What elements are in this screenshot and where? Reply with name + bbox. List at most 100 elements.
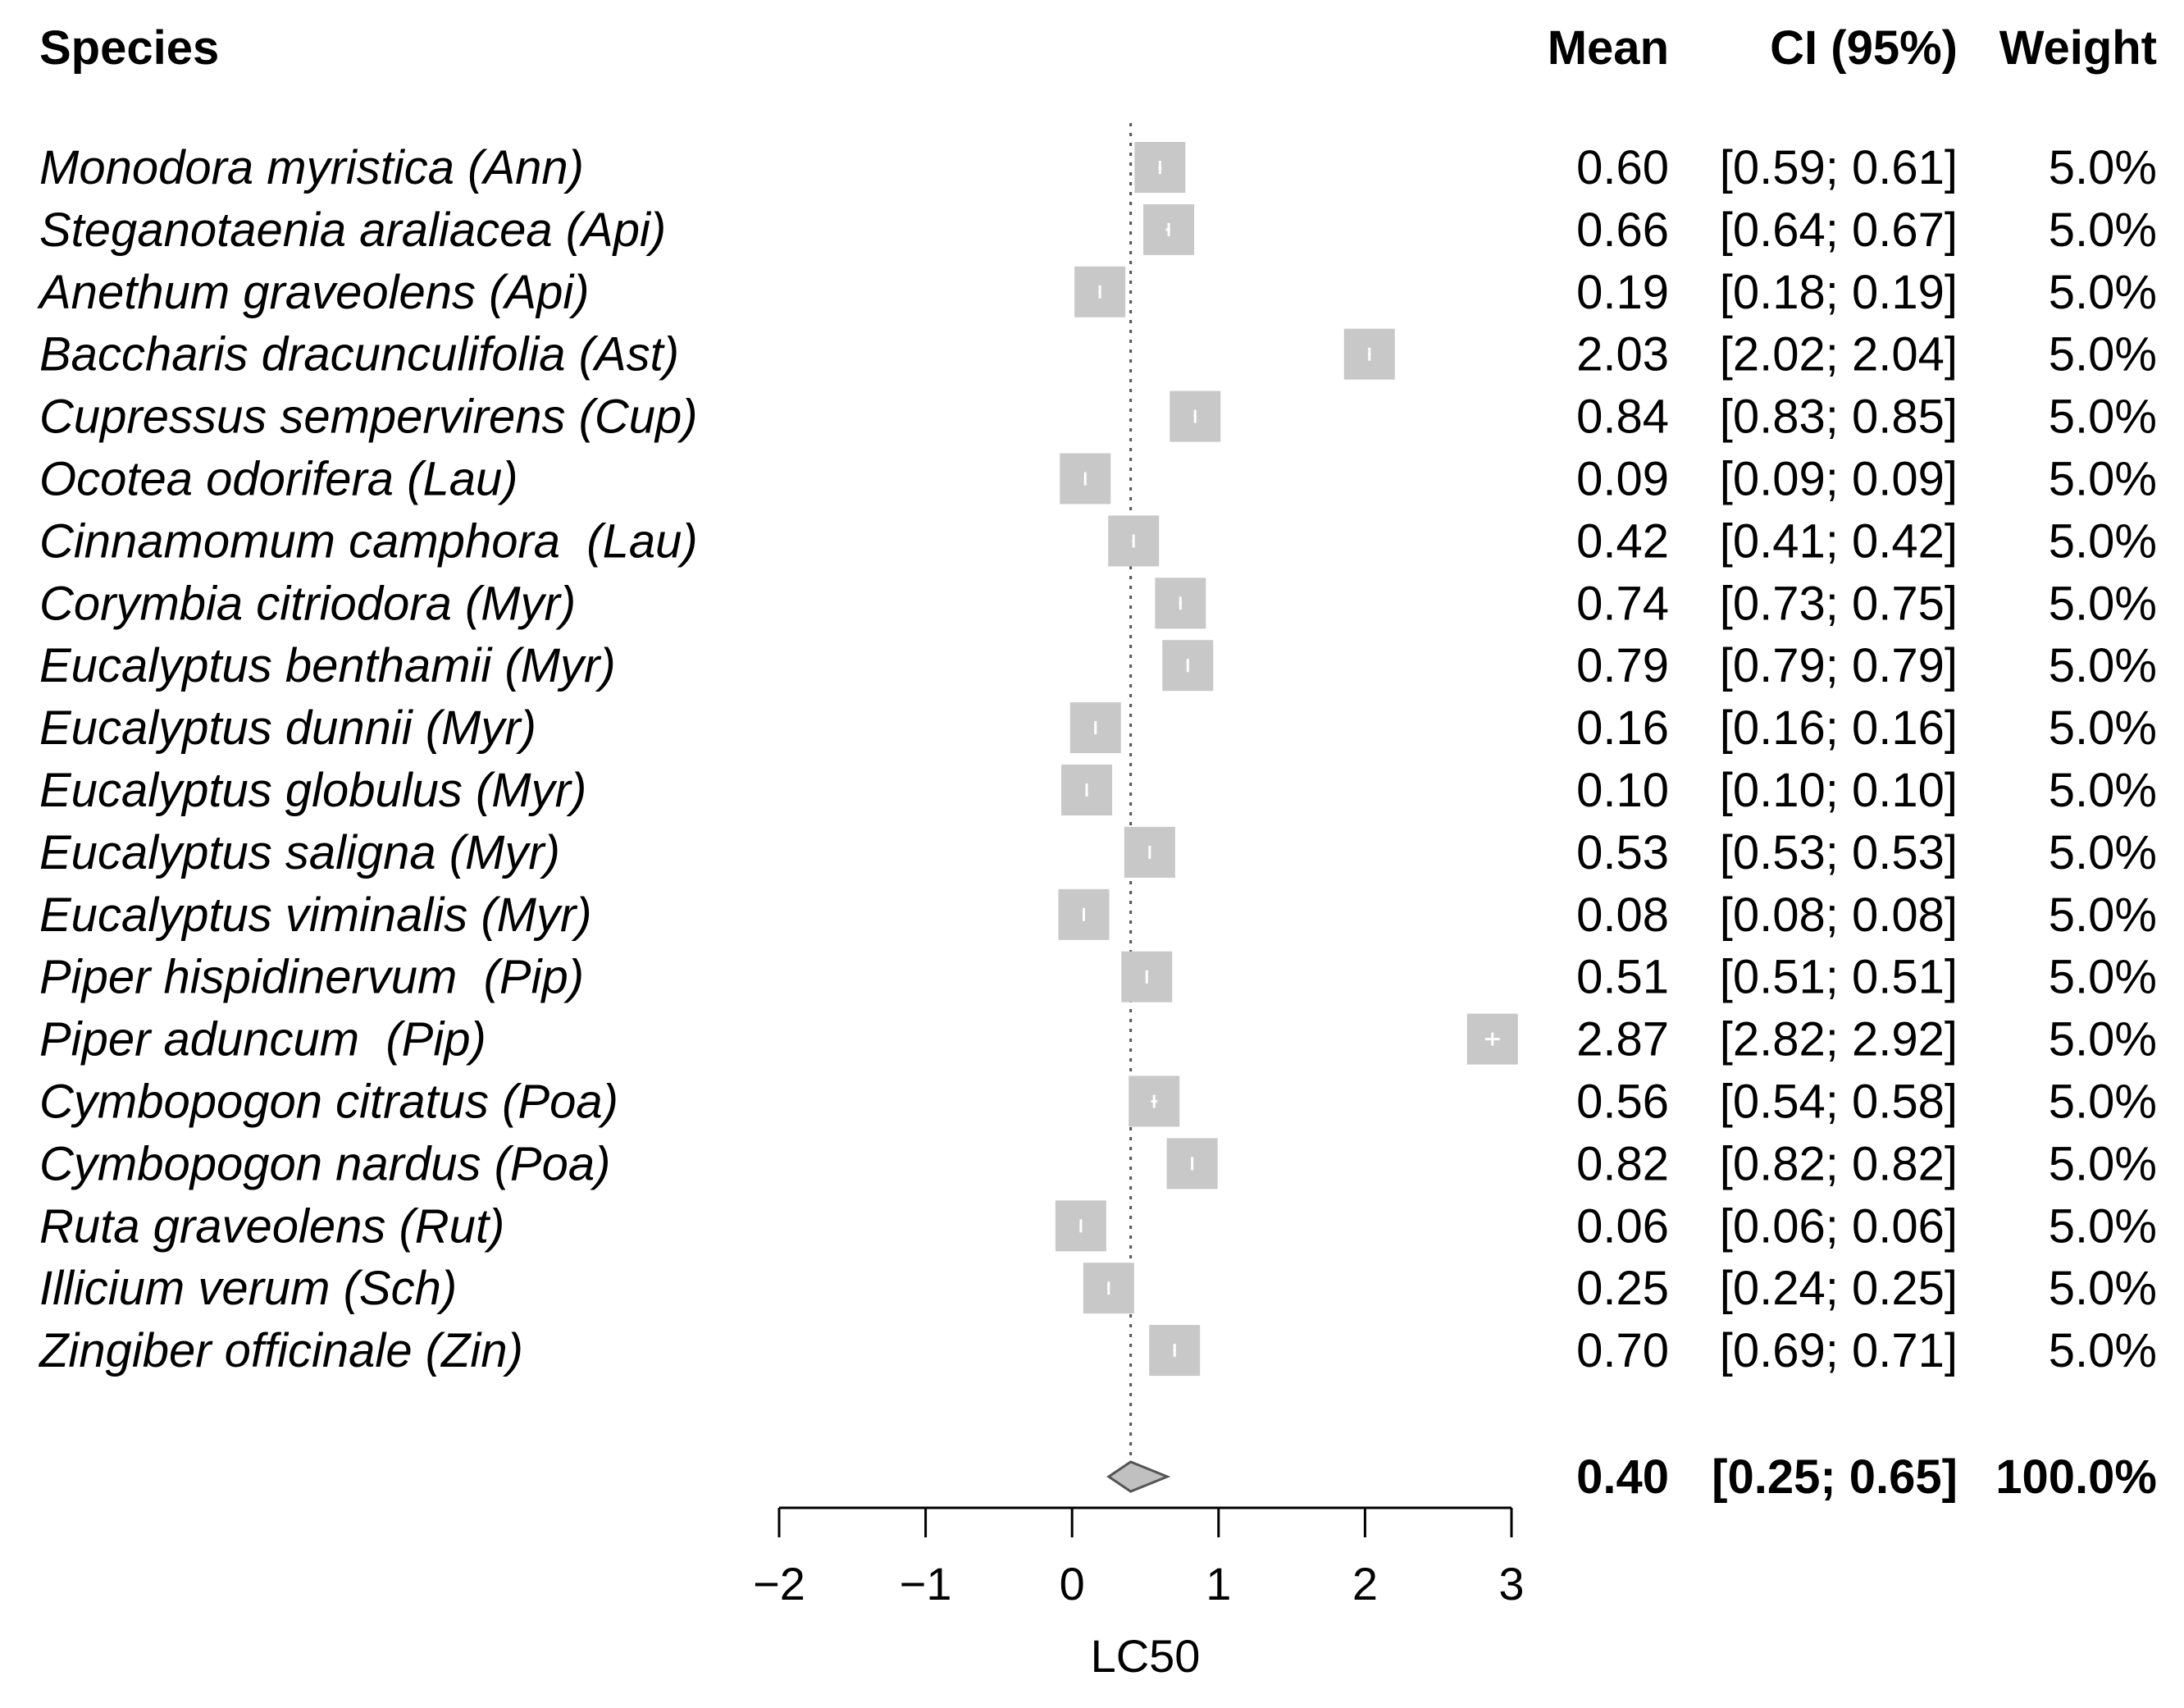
mean-value: 0.09: [1576, 453, 1669, 506]
forest-row: Ruta graveolens (Rut) 0.06 [0.06; 0.06] 5.0…: [39, 1199, 2157, 1253]
summary-weight: 100.0%: [1995, 1450, 2157, 1504]
x-tick-label: 0: [1060, 1558, 1085, 1610]
x-axis-title: LC50: [1091, 1630, 1201, 1682]
species-label: Eucalyptus dunnii (Myr): [39, 701, 536, 755]
weight-value: 5.0%: [2049, 1324, 2157, 1377]
mean-value: 0.66: [1576, 203, 1669, 257]
forest-row: Eucalyptus viminalis (Myr) 0.08 [0.08; 0.0…: [39, 888, 2157, 942]
species-label: Eucalyptus globulus (Myr): [39, 764, 586, 817]
weight-value: 5.0%: [2049, 203, 2157, 257]
weight-value: 5.0%: [2049, 266, 2157, 319]
species-label: Eucalyptus benthamii (Myr): [39, 639, 616, 692]
mean-value: 0.16: [1576, 701, 1669, 755]
forest-row: Eucalyptus globulus (Myr) 0.10 [0.10; 0.10…: [39, 764, 2157, 817]
forest-row: Illicium verum (Sch) 0.25 [0.24; 0.25] 5.0%: [39, 1262, 2157, 1315]
weight-header: Weight: [1999, 21, 2157, 75]
forest-row: Steganotaenia araliacea (Api) 0.66 [0.64; …: [39, 203, 2157, 257]
ci-value: [0.82; 0.82]: [1720, 1137, 1958, 1190]
mean-value: 0.08: [1576, 888, 1669, 942]
ci-value: [0.24; 0.25]: [1720, 1262, 1958, 1315]
summary-mean: 0.40: [1576, 1450, 1669, 1504]
x-tick-label: −2: [753, 1558, 805, 1610]
mean-value: 0.70: [1576, 1324, 1669, 1377]
species-label: Ocotea odorifera (Lau): [39, 453, 518, 506]
forest-row: Eucalyptus saligna (Myr) 0.53 [0.53; 0.53]…: [39, 826, 2157, 879]
weight-value: 5.0%: [2049, 826, 2157, 879]
forest-row: Zingiber officinale (Zin) 0.70 [0.69; 0.71…: [38, 1324, 2157, 1377]
weight-value: 5.0%: [2049, 701, 2157, 755]
ci-value: [2.02; 2.04]: [1720, 328, 1958, 381]
mean-value: 0.42: [1576, 514, 1669, 568]
weight-value: 5.0%: [2049, 888, 2157, 942]
forest-row: Piper aduncum (Pip) 2.87 [2.82; 2.92] 5.0%: [39, 1013, 2157, 1066]
mean-value: 0.06: [1576, 1199, 1669, 1253]
weight-value: 5.0%: [2049, 453, 2157, 506]
weight-value: 5.0%: [2049, 141, 2157, 194]
mean-value: 0.74: [1576, 577, 1669, 630]
weight-value: 5.0%: [2049, 764, 2157, 817]
species-label: Cupressus sempervirens (Cup): [39, 390, 698, 444]
x-axis-ticks: −2 −1 0 1 2 3: [753, 1508, 1525, 1610]
species-header: Species: [39, 21, 219, 75]
mean-value: 0.19: [1576, 266, 1669, 319]
forest-row: Eucalyptus benthamii (Myr) 0.79 [0.79; 0.7…: [39, 639, 2157, 692]
species-label: Illicium verum (Sch): [39, 1262, 457, 1315]
ci-value: [2.82; 2.92]: [1720, 1013, 1958, 1066]
forest-row: Corymbia citriodora (Myr) 0.74 [0.73; 0.75…: [39, 577, 2157, 630]
weight-value: 5.0%: [2049, 390, 2157, 444]
x-tick-label: 3: [1498, 1558, 1524, 1610]
forest-row: Anethum graveolens (Api) 0.19 [0.18; 0.19]…: [37, 266, 2157, 319]
ci-value: [0.06; 0.06]: [1720, 1199, 1958, 1253]
ci-value: [0.54; 0.58]: [1720, 1075, 1958, 1129]
weight-value: 5.0%: [2049, 328, 2157, 381]
mean-value: 0.82: [1576, 1137, 1669, 1190]
weight-value: 5.0%: [2049, 1137, 2157, 1190]
mean-value: 0.79: [1576, 639, 1669, 692]
ci-value: [0.16; 0.16]: [1720, 701, 1958, 755]
mean-value: 0.10: [1576, 764, 1669, 817]
ci-value: [0.73; 0.75]: [1720, 577, 1958, 630]
ci-value: [0.08; 0.08]: [1720, 888, 1958, 942]
mean-value: 0.53: [1576, 826, 1669, 879]
species-label: Anethum graveolens (Api): [37, 266, 590, 319]
mean-value: 0.25: [1576, 1262, 1669, 1315]
ci-value: [0.41; 0.42]: [1720, 514, 1958, 568]
mean-header: Mean: [1548, 21, 1669, 75]
forest-row: Ocotea odorifera (Lau) 0.09 [0.09; 0.09] 5.…: [39, 453, 2157, 506]
summary-ci: [0.25; 0.65]: [1712, 1450, 1958, 1504]
mean-value: 0.84: [1576, 390, 1669, 444]
species-label: Ruta graveolens (Rut): [39, 1199, 504, 1253]
ci-value: [0.64; 0.67]: [1720, 203, 1958, 257]
x-tick-label: 1: [1206, 1558, 1231, 1610]
forest-row: Eucalyptus dunnii (Myr) 0.16 [0.16; 0.16] 5…: [39, 701, 2157, 755]
species-label: Cinnamomum camphora (Lau): [39, 514, 698, 568]
ci-value: [0.79; 0.79]: [1720, 639, 1958, 692]
species-label: Monodora myristica (Ann): [39, 141, 584, 194]
ci-value: [0.18; 0.19]: [1720, 266, 1958, 319]
forest-row: Monodora myristica (Ann) 0.60 [0.59; 0.61]…: [39, 141, 2157, 194]
forest-row: Piper hispidinervum (Pip) 0.51 [0.51; 0.51…: [39, 951, 2157, 1004]
species-label: Piper aduncum (Pip): [39, 1013, 486, 1066]
ci-value: [0.51; 0.51]: [1720, 951, 1958, 1004]
ci-value: [0.53; 0.53]: [1720, 826, 1958, 879]
species-label: Cymbopogon citratus (Poa): [39, 1075, 618, 1129]
ci-value: [0.59; 0.61]: [1720, 141, 1958, 194]
x-tick-label: 2: [1352, 1558, 1378, 1610]
species-label: Piper hispidinervum (Pip): [39, 951, 584, 1004]
weight-value: 5.0%: [2049, 577, 2157, 630]
species-label: Corymbia citriodora (Myr): [39, 577, 576, 630]
mean-value: 0.60: [1576, 141, 1669, 194]
weight-value: 5.0%: [2049, 1199, 2157, 1253]
forest-row: Cymbopogon nardus (Poa) 0.82 [0.82; 0.82] 5…: [39, 1137, 2157, 1190]
mean-value: 2.03: [1576, 328, 1669, 381]
forest-row: Cinnamomum camphora (Lau) 0.42 [0.41; 0.42…: [39, 514, 2157, 568]
study-rows: Monodora myristica (Ann) 0.60 [0.59; 0.61]…: [37, 141, 2157, 1377]
mean-value: 0.56: [1576, 1075, 1669, 1129]
species-label: Baccharis dracunculifolia (Ast): [39, 328, 679, 381]
species-label: Cymbopogon nardus (Poa): [39, 1137, 610, 1190]
weight-value: 5.0%: [2049, 514, 2157, 568]
ci-value: [0.69; 0.71]: [1720, 1324, 1958, 1377]
x-tick-label: −1: [900, 1558, 952, 1610]
mean-value: 0.51: [1576, 951, 1669, 1004]
